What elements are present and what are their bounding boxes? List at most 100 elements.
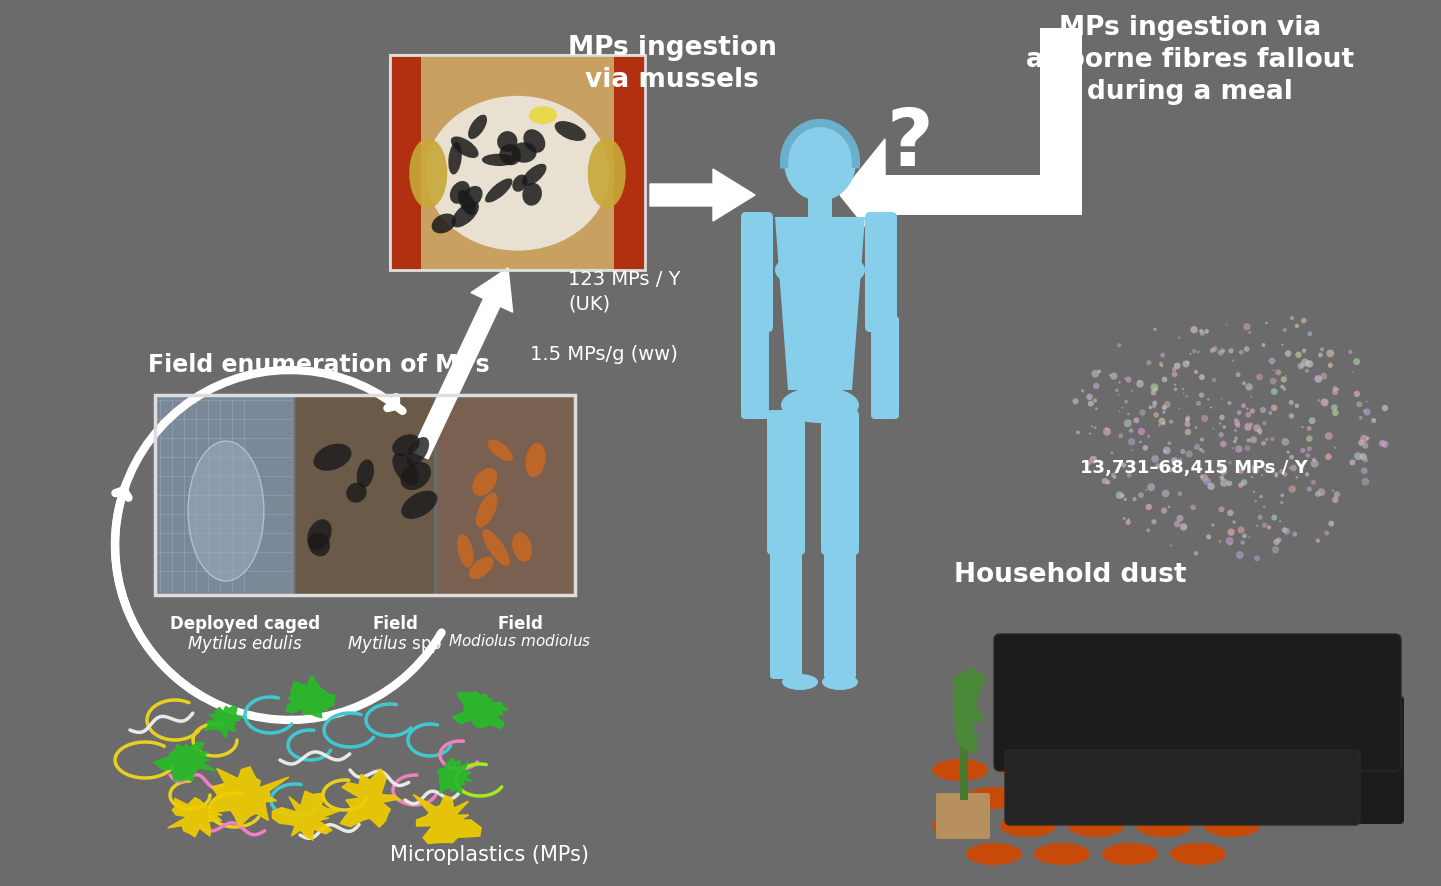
Ellipse shape xyxy=(1136,815,1192,837)
Circle shape xyxy=(1326,454,1331,460)
FancyBboxPatch shape xyxy=(994,634,1401,771)
Circle shape xyxy=(1183,361,1189,368)
Ellipse shape xyxy=(448,142,461,175)
Polygon shape xyxy=(154,742,216,781)
Circle shape xyxy=(1280,520,1281,523)
Circle shape xyxy=(1151,390,1156,395)
Circle shape xyxy=(1172,457,1177,464)
Circle shape xyxy=(1272,546,1280,554)
Circle shape xyxy=(1159,417,1166,424)
Circle shape xyxy=(1300,447,1306,453)
Circle shape xyxy=(1261,343,1265,347)
Circle shape xyxy=(1159,361,1163,366)
Circle shape xyxy=(1320,373,1327,379)
Circle shape xyxy=(1185,429,1192,435)
Circle shape xyxy=(1202,415,1208,422)
Ellipse shape xyxy=(392,434,419,456)
Circle shape xyxy=(1219,432,1223,438)
Circle shape xyxy=(1275,474,1278,478)
Circle shape xyxy=(1238,526,1245,533)
Circle shape xyxy=(1270,377,1277,385)
Text: ?: ? xyxy=(886,105,934,183)
Circle shape xyxy=(1153,412,1159,417)
Circle shape xyxy=(1285,375,1287,377)
Ellipse shape xyxy=(1170,843,1226,865)
Bar xyxy=(391,55,421,270)
Circle shape xyxy=(1174,388,1177,392)
Circle shape xyxy=(1311,460,1319,468)
Circle shape xyxy=(1252,466,1258,472)
Circle shape xyxy=(1169,420,1173,424)
Bar xyxy=(437,396,575,594)
Polygon shape xyxy=(438,758,473,795)
Circle shape xyxy=(1124,377,1127,379)
Circle shape xyxy=(1242,533,1246,538)
Circle shape xyxy=(1118,394,1120,396)
Circle shape xyxy=(1246,439,1251,442)
Circle shape xyxy=(1307,331,1313,337)
Circle shape xyxy=(1186,395,1189,398)
Circle shape xyxy=(1196,351,1200,354)
Circle shape xyxy=(1241,403,1246,408)
Circle shape xyxy=(1137,380,1144,388)
Ellipse shape xyxy=(357,459,375,488)
Circle shape xyxy=(1245,412,1251,417)
Circle shape xyxy=(1212,378,1216,382)
Circle shape xyxy=(1072,398,1079,404)
Circle shape xyxy=(1118,381,1121,384)
Circle shape xyxy=(1264,506,1265,508)
Circle shape xyxy=(1076,431,1079,434)
Text: Field enumeration of MPs: Field enumeration of MPs xyxy=(148,353,490,377)
Circle shape xyxy=(1245,384,1252,391)
Circle shape xyxy=(1280,470,1284,474)
Circle shape xyxy=(1308,417,1316,424)
Circle shape xyxy=(1200,438,1205,441)
Circle shape xyxy=(1138,428,1146,435)
Ellipse shape xyxy=(461,186,483,208)
Circle shape xyxy=(1138,493,1144,498)
Circle shape xyxy=(1307,426,1311,431)
Circle shape xyxy=(1121,462,1127,468)
Circle shape xyxy=(1205,329,1209,334)
Circle shape xyxy=(1268,357,1275,364)
Circle shape xyxy=(1295,476,1298,479)
Text: 123 MPs / Y
(UK): 123 MPs / Y (UK) xyxy=(568,270,680,314)
Circle shape xyxy=(1252,467,1259,474)
Ellipse shape xyxy=(512,143,536,163)
FancyBboxPatch shape xyxy=(1336,696,1404,824)
Circle shape xyxy=(1262,421,1267,425)
Ellipse shape xyxy=(1035,843,1089,865)
Polygon shape xyxy=(840,139,885,251)
Circle shape xyxy=(1238,469,1244,474)
Circle shape xyxy=(1257,374,1262,380)
Circle shape xyxy=(1123,517,1125,520)
Circle shape xyxy=(1156,463,1161,469)
Text: Deployed caged: Deployed caged xyxy=(170,615,320,633)
Bar xyxy=(1040,28,1082,200)
Circle shape xyxy=(1359,416,1363,420)
Circle shape xyxy=(1210,348,1215,353)
Circle shape xyxy=(1271,388,1278,395)
Circle shape xyxy=(1212,428,1215,430)
Ellipse shape xyxy=(451,136,478,158)
Circle shape xyxy=(1200,474,1208,481)
Polygon shape xyxy=(340,769,401,828)
Circle shape xyxy=(1294,403,1298,408)
Circle shape xyxy=(1257,525,1258,527)
Circle shape xyxy=(1163,450,1167,454)
Circle shape xyxy=(1249,436,1257,443)
Ellipse shape xyxy=(954,713,977,745)
Ellipse shape xyxy=(468,556,494,579)
Circle shape xyxy=(1349,460,1356,465)
Circle shape xyxy=(1120,494,1124,498)
Circle shape xyxy=(1117,343,1121,347)
Ellipse shape xyxy=(775,250,865,290)
Circle shape xyxy=(1081,389,1084,392)
Ellipse shape xyxy=(406,437,429,465)
Circle shape xyxy=(1259,432,1262,435)
Circle shape xyxy=(1363,409,1366,412)
Circle shape xyxy=(1124,419,1131,427)
Text: $\it{Mytilus}$ spp: $\it{Mytilus}$ spp xyxy=(347,633,442,655)
Circle shape xyxy=(1251,396,1252,398)
Ellipse shape xyxy=(555,121,586,141)
